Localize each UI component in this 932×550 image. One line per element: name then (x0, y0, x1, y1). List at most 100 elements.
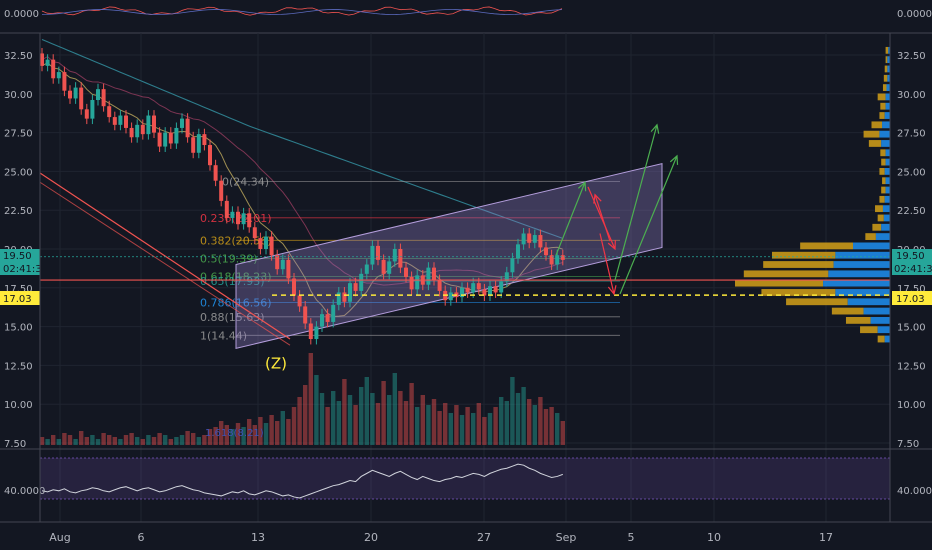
volume-profile-buy (880, 149, 886, 157)
volume-profile-sell (823, 279, 890, 287)
candle-body (549, 255, 554, 265)
time-tick-label: 13 (251, 531, 265, 544)
descending-trendline-b[interactable] (39, 181, 291, 346)
volume-bar (342, 379, 347, 445)
price-tick-label-left: 27.50 (4, 129, 33, 140)
price-axis-left[interactable]: 7.5010.0012.5015.0017.5020.0022.5025.002… (4, 51, 33, 450)
candle-body (140, 124, 145, 135)
volume-bar (185, 431, 190, 445)
volume-profile-sell (885, 149, 890, 157)
volume-profile-buy (868, 140, 882, 147)
projection-arrow-down-1[interactable] (587, 186, 616, 250)
volume-profile-buy (885, 56, 888, 64)
right-price-badges: 19.50 02:41:31 17.03 (892, 249, 932, 305)
volume-profile-buy (879, 168, 885, 175)
volume-bar (129, 433, 134, 445)
projection-arrow-up-1[interactable] (555, 182, 586, 256)
volume-bar (482, 417, 487, 445)
rsi-panel[interactable]: 40.0000 40.0000 (0, 448, 932, 500)
volume-bar (426, 405, 431, 445)
volume-profile-sell (833, 261, 890, 268)
volume-profile-sell (885, 177, 890, 185)
volume-bar (336, 401, 341, 445)
right-price-badge-bottom (892, 291, 932, 305)
volume-bar (359, 387, 364, 445)
candle-body (465, 287, 470, 293)
volume-bar (79, 431, 84, 445)
candles (40, 48, 565, 345)
volume-profile-sell (885, 186, 890, 194)
volume-profile-buy (885, 46, 889, 54)
volume-profile-sell (847, 298, 890, 306)
candle-body (493, 286, 498, 293)
projection-arrows[interactable] (555, 123, 679, 296)
candle-body (527, 233, 532, 243)
projection-arrow-up-2-head (650, 123, 660, 134)
candle-body (308, 323, 313, 340)
volume-profile-buy (863, 130, 880, 138)
volume-profile-sell (884, 195, 890, 203)
volume-profile-sell (885, 158, 890, 166)
volume-profile-buy (860, 326, 878, 334)
volume-bar (196, 437, 201, 445)
projection-arrow-down-3[interactable] (599, 233, 615, 295)
volume-bar (235, 423, 241, 445)
time-tick-label: 27 (477, 531, 491, 544)
volume-profile (735, 46, 890, 343)
volume-profile-buy (880, 102, 886, 110)
volume-profile-buy (735, 279, 824, 287)
volume-bar (403, 401, 409, 445)
volume-profile-buy (800, 242, 854, 250)
descending-trendlines[interactable] (39, 172, 291, 346)
volume-bar (409, 383, 414, 445)
top-oscillator-lines (41, 6, 563, 16)
price-panel[interactable]: 0(24.34)0.236(22.01)0.382(20.56)0.5(19.3… (0, 33, 932, 522)
top-oscillator-panel[interactable]: 0.0000 0.0000 (0, 6, 932, 34)
candle-body (532, 235, 537, 243)
candle-body (152, 115, 156, 133)
descending-trendline-a[interactable] (39, 172, 291, 340)
candle-body (280, 259, 285, 270)
candle-body (224, 200, 229, 218)
projection-arrow-down-2[interactable] (594, 194, 611, 242)
time-axis[interactable]: Aug 6 13 20 27 Sep 5 10 17 (49, 531, 833, 544)
candle-body (325, 314, 330, 322)
volume-bar (325, 407, 330, 445)
volume-profile-sell (870, 316, 890, 324)
candle-body (437, 280, 442, 291)
ascending-channel[interactable] (235, 163, 663, 349)
candle-body (504, 272, 509, 282)
candle-body (213, 165, 218, 181)
volume-bar (140, 439, 145, 445)
price-tick-label-left: 32.50 (4, 51, 33, 62)
volume-bar (73, 439, 78, 445)
projection-arrow-up-2[interactable] (614, 124, 658, 281)
volume-profile-sell (881, 223, 890, 231)
candle-body (275, 255, 280, 270)
volume-profile-buy (763, 261, 834, 268)
volume-bar (263, 423, 269, 445)
candle-body (73, 87, 78, 99)
candle-body (96, 89, 100, 101)
candle-body (387, 261, 392, 274)
volume-profile-sell (883, 214, 890, 222)
volume-bar (56, 439, 61, 445)
candle-body (376, 245, 380, 260)
projection-arrow-up-3[interactable] (619, 155, 678, 295)
candle-body (359, 273, 364, 291)
volume-profile-buy (882, 84, 887, 91)
candle-body (258, 238, 263, 249)
candle-body (364, 264, 369, 274)
candle-body (409, 276, 414, 290)
volume-profile-sell (884, 168, 890, 175)
left-price-badge-mid-text: 02:41:3 (3, 264, 42, 275)
candle-body (499, 281, 504, 293)
candle-body (292, 278, 296, 296)
candle-body (331, 304, 336, 322)
candle-body (471, 283, 476, 293)
volume-bar (286, 419, 291, 445)
candle-body (460, 287, 464, 298)
candle-body (62, 72, 67, 91)
candle-body (84, 109, 89, 119)
